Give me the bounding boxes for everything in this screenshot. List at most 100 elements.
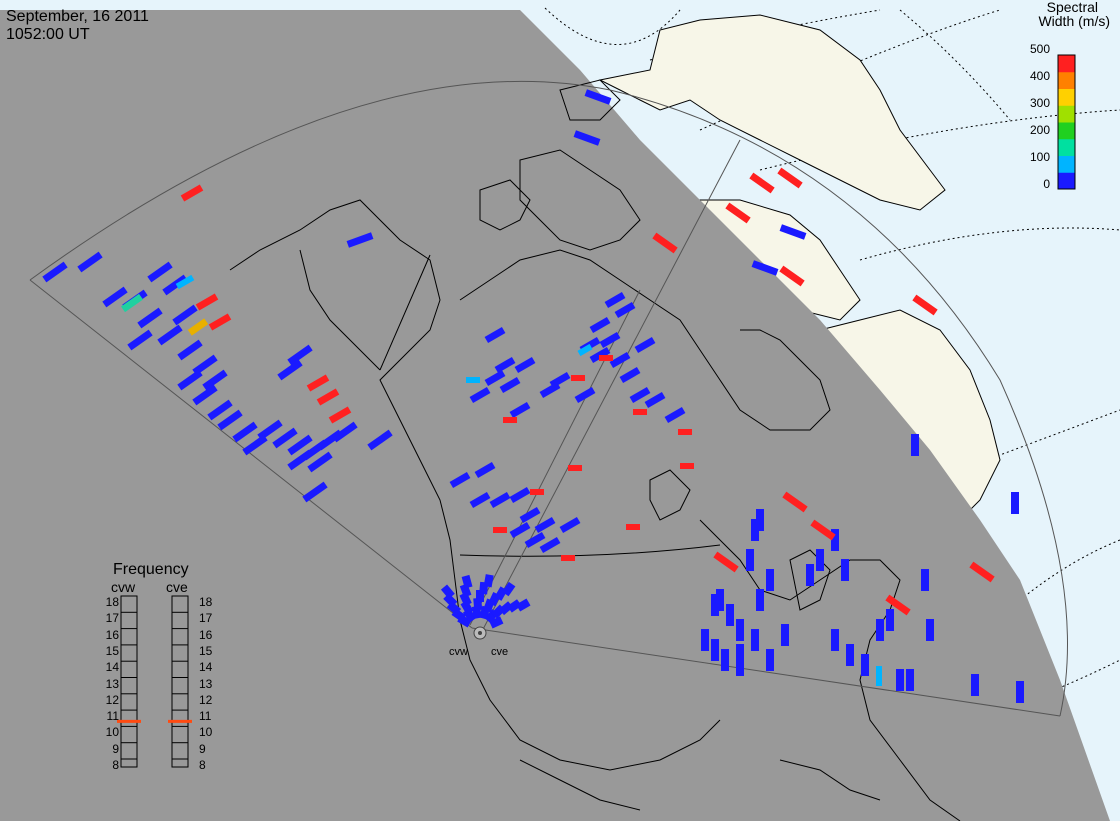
frequency-label-east: 8 <box>199 758 206 772</box>
echo-cell <box>971 674 979 696</box>
frequency-title: Frequency <box>113 561 189 578</box>
echo-cell <box>736 654 744 676</box>
echo-cell <box>574 386 596 404</box>
echo-cell <box>751 260 779 276</box>
colorbar-segment <box>1058 71 1075 89</box>
echo-cell <box>652 232 678 254</box>
echo-cell <box>499 376 521 394</box>
frequency-label-west: 18 <box>105 595 119 609</box>
echo-cell <box>217 409 243 431</box>
echo-cell <box>137 307 163 329</box>
echo-cell <box>911 434 919 456</box>
echo-cell <box>494 356 516 374</box>
echo-cell <box>604 291 626 309</box>
echo-cell <box>127 329 153 351</box>
colorbar-tick-label: 500 <box>1029 42 1050 56</box>
echo-cell <box>306 374 330 392</box>
echo-cell <box>501 581 516 597</box>
echo-cell <box>534 516 556 534</box>
echo-cell <box>328 406 352 424</box>
frequency-label-west: 11 <box>106 709 119 724</box>
echo-cell <box>302 481 328 503</box>
colorbar <box>1057 54 1076 190</box>
echo-cell <box>493 527 507 533</box>
echo-cell <box>644 391 666 409</box>
echo-cell <box>886 609 894 631</box>
frequency-label-east: 12 <box>199 692 213 707</box>
echo-cell <box>120 293 144 313</box>
frequency-panel <box>117 595 192 768</box>
colorbar-segment <box>1058 155 1075 173</box>
echo-cell <box>549 371 571 389</box>
echo-cell <box>449 471 471 489</box>
echo-cell <box>530 489 544 495</box>
frequency-box <box>120 595 138 768</box>
echo-cell <box>633 409 647 415</box>
echo-cell <box>469 386 491 404</box>
echo-cell <box>559 516 581 534</box>
frequency-label-east: 11 <box>199 709 212 724</box>
frequency-label-west: 12 <box>105 692 119 707</box>
echo-cell <box>721 649 729 671</box>
echo-cell <box>489 616 504 629</box>
echo-cell <box>42 261 68 283</box>
echo-cell <box>1011 492 1019 514</box>
echo-cell <box>474 461 496 479</box>
echo-cell <box>584 89 612 105</box>
echo-cell <box>634 336 656 354</box>
echo-cell <box>207 399 233 421</box>
echo-cell <box>272 427 298 449</box>
frequency-label-east: 17 <box>199 611 213 626</box>
frequency-label-west: 15 <box>105 643 119 658</box>
echo-cell <box>77 251 103 273</box>
echo-cell <box>926 619 934 641</box>
echo-cell <box>459 592 472 607</box>
echo-cell <box>614 301 636 319</box>
echo-cell <box>726 604 734 626</box>
frequency-label-east: 9 <box>199 741 206 756</box>
echo-cell <box>921 569 929 591</box>
echo-cell <box>766 649 774 671</box>
echo-cell <box>162 274 188 296</box>
echo-cell <box>619 366 641 384</box>
echo-cell <box>561 555 575 561</box>
echo-cell <box>756 589 764 611</box>
echo-cell <box>969 561 995 583</box>
frequency-label-east: 18 <box>199 595 213 609</box>
echo-cell <box>519 506 541 524</box>
echo-cell <box>177 369 203 391</box>
echo-cell <box>664 406 686 424</box>
echo-cell <box>516 598 531 612</box>
frequency-label-west: 13 <box>105 676 119 691</box>
frequency-radar-west: cvw <box>111 579 136 595</box>
echo-cell <box>713 551 739 573</box>
echo-cell <box>277 359 303 381</box>
echo-cell <box>208 313 232 331</box>
echo-cell <box>896 669 904 691</box>
plot-time: 1052:00 UT <box>6 26 90 43</box>
echo-cell <box>316 388 340 406</box>
echo-cell <box>841 559 849 581</box>
echo-cell <box>810 519 836 541</box>
frequency-label-west: 8 <box>112 758 119 772</box>
echo-cell <box>577 343 593 357</box>
frequency-label-west: 17 <box>105 611 119 626</box>
echo-cell <box>507 599 522 613</box>
echo-cell <box>461 574 473 589</box>
echo-cell <box>736 619 744 641</box>
frequency-label-east: 16 <box>199 627 213 642</box>
colorbar-segment <box>1058 105 1075 123</box>
frequency-label-west: 10 <box>105 725 119 740</box>
echo-cell <box>716 589 724 611</box>
frequency-label-east: 13 <box>199 676 213 691</box>
echo-cell <box>1016 681 1024 703</box>
echo-cell <box>779 224 807 240</box>
coastlines <box>229 79 961 821</box>
echo-cell <box>102 286 128 308</box>
colorbar-title-line1: Spectral <box>1046 0 1098 15</box>
echo-cell <box>443 593 458 608</box>
colorbar-tick-label: 100 <box>1029 150 1050 164</box>
echo-cell <box>503 417 517 423</box>
echo-cell <box>469 491 491 509</box>
